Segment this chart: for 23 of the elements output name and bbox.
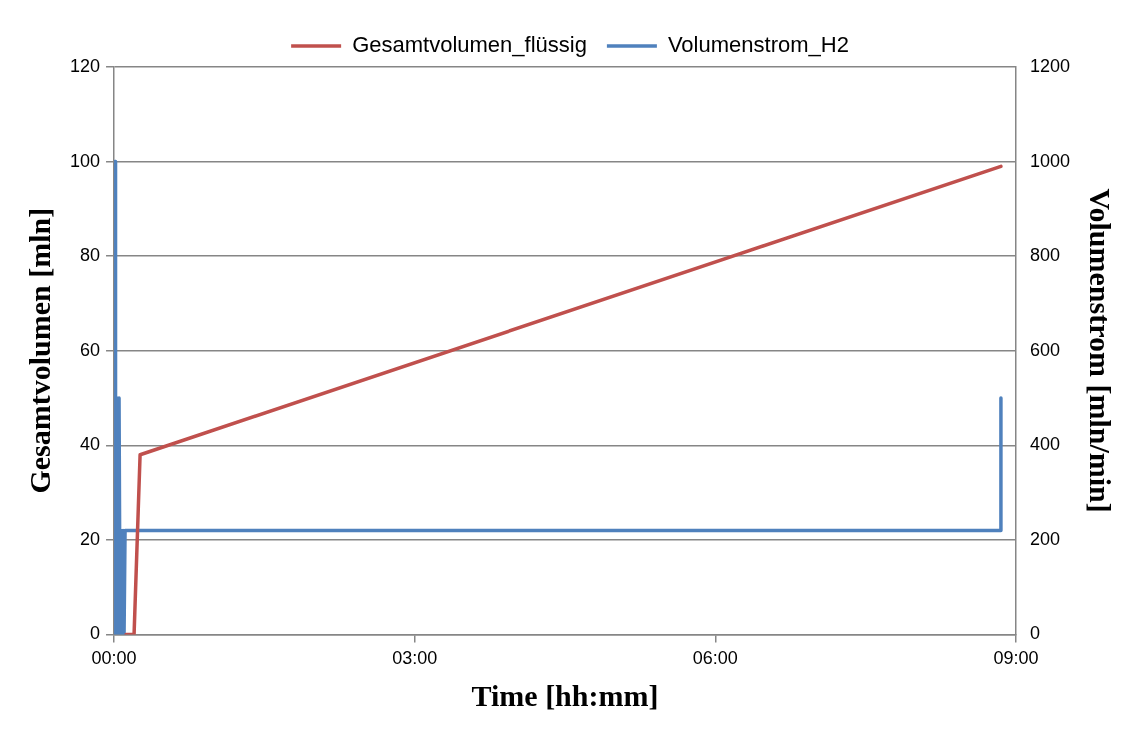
y2-tick-label: 1200 <box>1029 55 1070 76</box>
y2-tick-label: 600 <box>1029 339 1060 360</box>
y-tick-label: 80 <box>80 245 101 266</box>
y2-axis-title: Volumenstrom [mln/min] <box>1084 188 1118 513</box>
y2-tick-label: 0 <box>1029 623 1040 644</box>
legend-label: Gesamtvolumen_flüssig <box>352 32 587 58</box>
x-tick-label: 09:00 <box>993 648 1039 669</box>
y-tick-label: 40 <box>80 434 101 455</box>
x-tick-label: 06:00 <box>692 648 738 669</box>
y2-tick-label: 200 <box>1029 528 1060 549</box>
y-axis-title: Gesamtvolumen [mln] <box>22 207 56 494</box>
y-tick-label: 20 <box>80 528 101 549</box>
x-tick-label: 00:00 <box>91 648 137 669</box>
x-axis-title: Time [hh:mm] <box>471 678 659 712</box>
y2-tick-label: 400 <box>1029 434 1060 455</box>
y-tick-label: 100 <box>69 150 101 171</box>
y2-tick-label: 1000 <box>1029 150 1070 171</box>
legend-label: Volumenstrom_H2 <box>667 32 849 58</box>
x-tick-label: 03:00 <box>392 648 438 669</box>
y2-tick-label: 800 <box>1029 245 1060 266</box>
y-tick-label: 60 <box>80 339 101 360</box>
y-tick-label: 0 <box>90 623 101 644</box>
y-tick-label: 120 <box>69 55 101 76</box>
